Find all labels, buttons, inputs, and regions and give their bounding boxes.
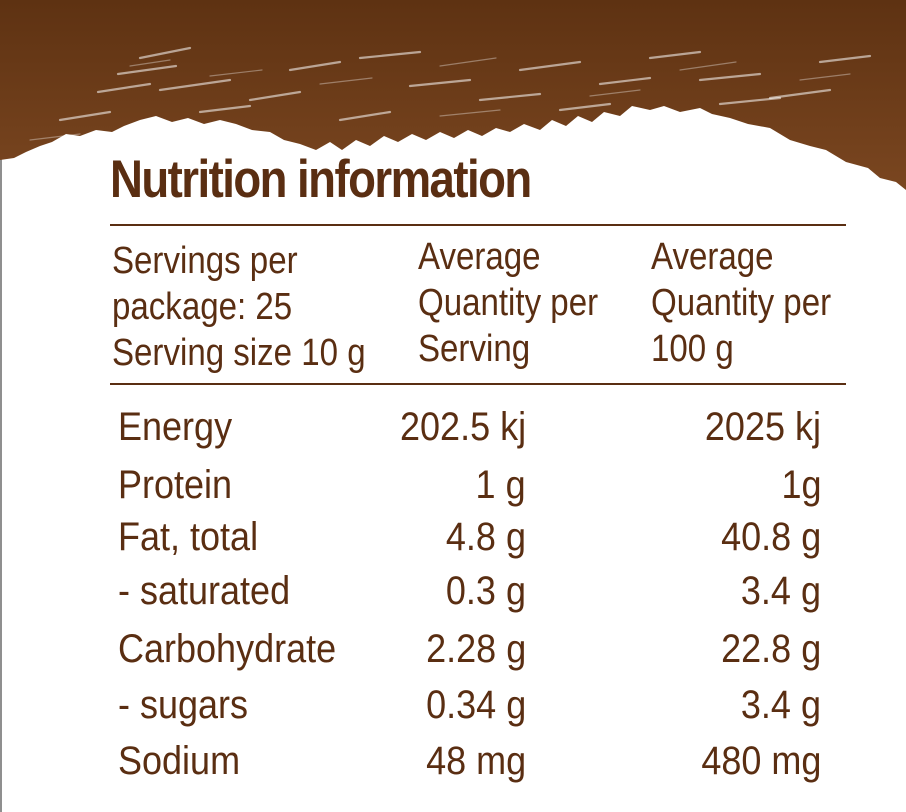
per-100g-value: 22.8 g [720, 627, 821, 671]
per-100g-value: 40.8 g [720, 515, 821, 559]
per-100g-header: Average Quantity per 100 g [651, 234, 831, 372]
per-100g-value: 3.4 g [740, 683, 821, 727]
per-100g-value: 480 mg [700, 739, 821, 783]
nutrient-name: Energy [118, 405, 233, 449]
nutrient-row-sodium: Sodium 48 mg 480 mg [0, 736, 906, 786]
nutrient-name: Carbohydrate [118, 627, 337, 671]
per-serving-header-line: Quantity per [418, 282, 599, 324]
serving-info-line: package: 25 [112, 286, 293, 328]
nutrient-name: Sodium [118, 739, 241, 783]
serving-info-line: Servings per [112, 240, 298, 282]
per-100g-header-line: Average [651, 236, 774, 278]
per-100g-value: 2025 kj [704, 405, 821, 449]
per-100g-header-line: 100 g [651, 328, 734, 370]
per-serving-value: 202.5 kj [399, 405, 526, 449]
per-serving-header: Average Quantity per Serving [418, 234, 598, 372]
nutrient-row-energy: Energy 202.5 kj 2025 kj [0, 402, 906, 452]
per-100g-value: 1g [780, 463, 821, 507]
per-serving-value: 4.8 g [445, 515, 526, 559]
nutrient-name: - sugars [118, 683, 249, 727]
per-serving-value: 0.3 g [445, 569, 526, 613]
nutrient-row-carbohydrate: Carbohydrate 2.28 g 22.8 g [0, 624, 906, 674]
nutrient-row-sugars: - sugars 0.34 g 3.4 g [0, 680, 906, 730]
per-serving-value: 0.34 g [425, 683, 526, 727]
nutrient-name: Fat, total [118, 515, 259, 559]
per-serving-header-line: Average [418, 236, 541, 278]
serving-info-line: Serving size 10 g [112, 332, 366, 374]
nutrient-row-protein: Protein 1 g 1g [0, 460, 906, 510]
nutrient-row-fat-total: Fat, total 4.8 g 40.8 g [0, 512, 906, 562]
brushstroke-banner [0, 0, 906, 190]
per-serving-value: 1 g [475, 463, 526, 507]
header-top-rule [110, 224, 846, 226]
per-100g-value: 3.4 g [740, 569, 821, 613]
nutrient-name: Protein [118, 463, 233, 507]
header-bottom-rule [110, 383, 846, 385]
nutrient-name: - saturated [118, 569, 291, 613]
label-title: Nutrition information [110, 150, 532, 209]
per-serving-value: 48 mg [425, 739, 526, 783]
per-100g-header-line: Quantity per [651, 282, 832, 324]
serving-info-header: Servings per package: 25 Serving size 10… [112, 238, 366, 376]
per-serving-value: 2.28 g [425, 627, 526, 671]
nutrient-row-saturated: - saturated 0.3 g 3.4 g [0, 566, 906, 616]
per-serving-header-line: Serving [418, 328, 531, 370]
